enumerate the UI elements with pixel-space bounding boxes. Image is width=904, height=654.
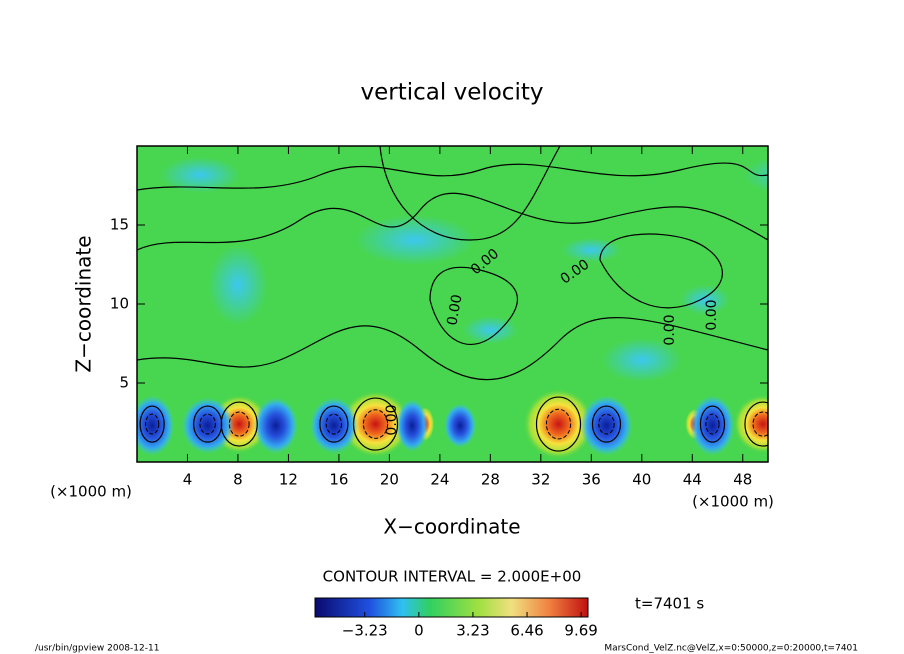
x-tick-label: 32	[531, 471, 550, 489]
colorbar-tick-label: 6.46	[510, 622, 543, 640]
downdraft	[396, 399, 429, 452]
x-tick-label: 44	[683, 471, 702, 489]
field: 0.000.000.00 0.000.00 0.00	[137, 146, 904, 462]
x-tick-label: 20	[380, 471, 399, 489]
contour-line	[752, 411, 768, 437]
field-patch	[354, 215, 475, 265]
x-tick-label: 8	[233, 471, 243, 489]
colorbar-tick-label: 0	[414, 622, 424, 640]
colorbar	[314, 597, 589, 618]
x-tick-label: 12	[279, 471, 298, 489]
contour-line	[228, 411, 250, 437]
contour-line	[137, 317, 768, 381]
downdraft	[690, 395, 735, 456]
contour-label: 0.00	[662, 314, 678, 345]
contour-interval: CONTOUR INTERVAL = 2.000E+00	[323, 568, 582, 586]
contour-line	[379, 146, 561, 241]
x-unit: (×1000 m)	[50, 483, 132, 501]
field-patch	[601, 338, 682, 382]
downdraft	[181, 397, 234, 454]
updraft	[522, 388, 595, 461]
field-patch	[679, 285, 730, 315]
field-patch	[160, 157, 241, 193]
x-unit: (×1000 m)	[692, 493, 774, 511]
colorbar-tick-label: 9.69	[564, 622, 597, 640]
downdraft	[444, 403, 477, 448]
x-tick-label: 4	[183, 471, 193, 489]
field-patch	[207, 245, 268, 325]
contour-line	[705, 413, 720, 435]
contour-label: 0.00	[384, 404, 400, 435]
contour-label: 0.00	[444, 293, 465, 326]
y-axis-label: Z−coordinate	[72, 235, 96, 372]
downdraft	[137, 395, 175, 456]
footer-right: MarsCond_VelZ.nc@VelZ,x=0:50000,z=0:2000…	[604, 644, 858, 654]
field-patch	[462, 316, 519, 344]
field-patch	[561, 238, 622, 262]
x-tick-label: 24	[430, 471, 449, 489]
colorbar-tick-label: 3.23	[456, 622, 489, 640]
updraft	[339, 390, 412, 459]
contour-line	[744, 401, 768, 447]
downdraft	[580, 395, 633, 456]
contour-line	[137, 162, 768, 191]
x-tick-label: 28	[481, 471, 500, 489]
downdraft	[309, 397, 358, 454]
contour-line	[699, 405, 726, 443]
updraft	[732, 394, 768, 455]
contour-line	[429, 266, 518, 345]
contour-line	[139, 405, 165, 443]
contour-line	[591, 405, 622, 443]
x-tick-label: 16	[329, 471, 348, 489]
x-axis-label: X−coordinate	[383, 515, 520, 539]
y-tick-label: 15	[110, 216, 129, 234]
x-tick-label: 48	[733, 471, 752, 489]
x-tick-label: 36	[582, 471, 601, 489]
contour-line	[352, 397, 399, 451]
contour-line	[199, 413, 216, 435]
contour-line	[319, 405, 349, 443]
contour-line	[535, 396, 582, 452]
y-tick-label: 5	[119, 374, 129, 392]
y-tick-label: 10	[110, 295, 129, 313]
downdraft	[253, 397, 298, 454]
time-label: t=7401 s	[635, 595, 704, 613]
contour-line	[193, 405, 223, 443]
contour-line	[598, 413, 615, 435]
chart-title: vertical velocity	[361, 80, 544, 106]
field-patch	[824, 300, 904, 340]
contour-line	[145, 413, 160, 435]
contour-line	[362, 409, 389, 439]
footer-left: /usr/bin/gpview 2008-12-11	[35, 644, 159, 654]
colorbar-tick-label: −3.23	[342, 622, 388, 640]
contour-line	[545, 408, 572, 440]
contour-line	[599, 233, 723, 309]
contour-line	[137, 192, 768, 251]
x-tick-label: 40	[632, 471, 651, 489]
contour-label: 0.00	[704, 299, 720, 330]
contour-line	[325, 413, 343, 435]
